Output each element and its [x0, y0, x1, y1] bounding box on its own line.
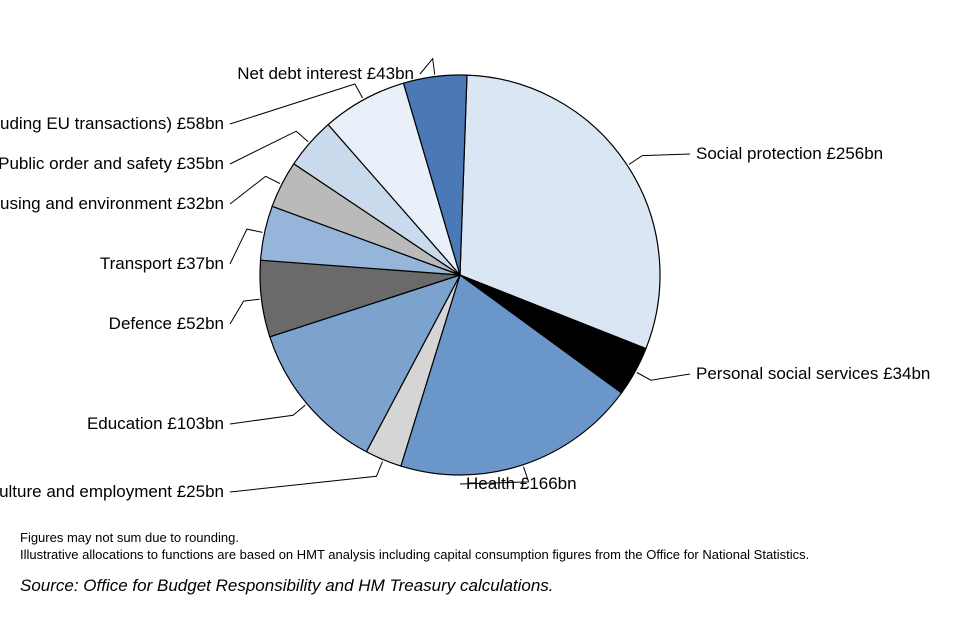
slice-label: Industry, agriculture and employment £25… [0, 482, 224, 502]
slice-label: Net debt interest £43bn [237, 64, 414, 84]
pie-chart: Social protection £256bn Personal social … [0, 0, 960, 520]
slice-label: Health £166bn [466, 474, 577, 494]
leader-line [420, 59, 435, 75]
leader-line [230, 176, 280, 204]
slice-label: Education £103bn [87, 414, 224, 434]
leader-line [230, 462, 383, 492]
slice-label: Transport £37bn [100, 254, 224, 274]
slice-label: Other (including EU transactions) £58bn [0, 114, 224, 134]
footnote-rounding: Figures may not sum due to rounding. [20, 530, 940, 545]
slice-label: Housing and environment £32bn [0, 194, 224, 214]
leader-line [230, 299, 260, 324]
leader-line [230, 405, 305, 424]
leader-line [637, 373, 690, 381]
slice-label: Defence £52bn [109, 314, 224, 334]
slice-label: Public order and safety £35bn [0, 154, 224, 174]
leader-line [230, 229, 263, 264]
leader-line [629, 154, 690, 164]
chart-footnotes: Figures may not sum due to rounding. Ill… [20, 530, 940, 613]
source-line: Source: Office for Budget Responsibility… [20, 576, 940, 596]
footnote-allocations: Illustrative allocations to functions ar… [20, 547, 940, 562]
slice-label: Personal social services £34bn [696, 364, 930, 384]
slice-label: Social protection £256bn [696, 144, 883, 164]
